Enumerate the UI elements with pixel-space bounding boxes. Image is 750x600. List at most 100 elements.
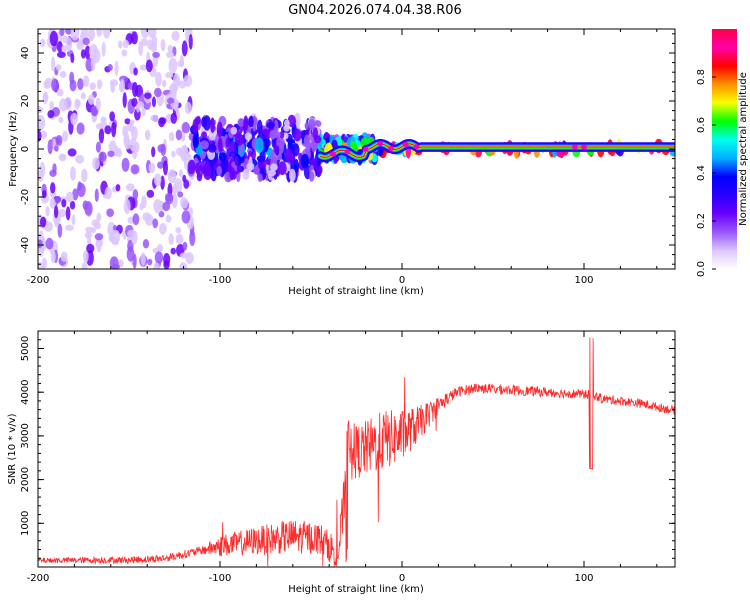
spectrogram-blob (216, 121, 223, 138)
spectrogram-blob (192, 118, 199, 135)
spectrogram-blob (157, 144, 165, 153)
spectrogram-blob (218, 152, 227, 162)
spectrogram-blob (256, 119, 263, 136)
snr-y-tick-label: 3000 (20, 423, 31, 448)
spectrogram-blob (153, 199, 163, 214)
spectrogram-blob (84, 201, 93, 216)
spectrogram-blob (107, 64, 113, 71)
spectrogram-blob (96, 212, 102, 222)
spectrogram-blob (180, 130, 186, 142)
spectrogram-blob (38, 114, 46, 131)
spectrogram-blob (187, 159, 196, 175)
spectrogram-blob (184, 153, 192, 161)
snr-series-line (38, 337, 675, 567)
spectrogram-blob (141, 105, 146, 117)
spectrogram-blob (58, 116, 64, 124)
spectrogram-blob (111, 121, 117, 138)
snr-y-tick-label: 2000 (20, 467, 31, 492)
spectrogram-blob (38, 106, 44, 114)
spectrogram-peak (362, 146, 369, 152)
spectrogram-blob (248, 115, 254, 128)
spectrogram-blob (216, 165, 223, 176)
spectrogram-blob (273, 144, 280, 155)
spectrogram-blob (95, 123, 104, 130)
spectrogram-blob (151, 146, 156, 158)
spectrogram-blob (155, 71, 162, 87)
spectrogram-blob (54, 145, 59, 152)
spectrogram-blob (177, 191, 184, 198)
spectrogram-x-tick-label: 100 (574, 275, 593, 286)
colorbar-tick-label: 0.2 (696, 213, 707, 229)
spectrogram-blob (49, 182, 56, 194)
spectrogram-blob (266, 121, 275, 129)
spectrogram-y-tick-label: -40 (20, 237, 31, 253)
spectrogram-blob (210, 117, 215, 134)
spectrogram-blob (109, 79, 119, 87)
spectrogram-blob (254, 137, 264, 154)
snr-x-tick-label: 0 (399, 573, 405, 584)
spectrogram-y-axis-label: Frequency (Hz) (8, 111, 19, 187)
spectrogram-blob (179, 197, 189, 209)
spectrogram-blob (89, 82, 97, 91)
spectrogram-blob (114, 60, 119, 76)
spectrogram-blob (56, 88, 64, 97)
snr-y-tick-label: 4000 (20, 379, 31, 404)
spectrogram-blob (66, 191, 74, 203)
spectrogram-blob (80, 92, 86, 100)
spectrogram-blob (200, 140, 209, 150)
spectrogram-blob (136, 102, 141, 113)
spectrogram-blob (144, 92, 152, 99)
spectrogram-blob (123, 198, 131, 214)
spectrogram-blob (175, 226, 182, 234)
spectrogram-x-tick-label: -200 (27, 275, 50, 286)
spectrogram-blob (244, 132, 253, 141)
spectrogram-blob (72, 188, 79, 201)
spectrogram-blob (110, 232, 116, 244)
spectrogram-blob (77, 78, 84, 91)
spectrogram-blob (284, 147, 293, 163)
spectrogram-blob (109, 111, 116, 122)
spectrogram-blob (39, 216, 47, 228)
spectrogram-blob (80, 49, 86, 59)
spectrogram-blob (140, 29, 150, 39)
spectrogram-blob (132, 189, 139, 201)
snr-y-axis-label: SNR (10 * v/v) (7, 413, 18, 484)
spectrogram-blob (59, 29, 65, 37)
spectrogram-blob (166, 51, 175, 59)
spectrogram-blob (279, 130, 285, 139)
spectrogram-blob (228, 166, 235, 174)
snr-y-tick-label: 5000 (20, 336, 31, 361)
colorbar-tick-label: 0.0 (696, 261, 707, 277)
spectrogram-y-tick-label: 40 (20, 47, 31, 60)
spectrogram-blob (51, 56, 56, 72)
spectrogram-blob (44, 77, 52, 89)
spectrogram-blob (165, 214, 172, 223)
spectrogram-blob (170, 112, 178, 124)
spectrogram-blob (61, 44, 68, 52)
spectrogram-blob (183, 179, 190, 189)
spectrogram-blob (202, 163, 211, 177)
spectrogram-blob (84, 45, 91, 60)
spectrogram-peak (329, 151, 336, 157)
spectrogram-peak (571, 144, 578, 150)
spectrogram-blob (104, 186, 112, 200)
spectrogram-blob (54, 195, 61, 204)
spectrogram-blob (153, 173, 162, 187)
spectrogram-blob (130, 31, 138, 45)
spectrogram-blob (151, 35, 158, 48)
spectrogram-blob (139, 202, 144, 211)
spectrogram-blob (225, 137, 231, 149)
spectrogram-blob (47, 139, 53, 155)
spectrogram-blob (96, 79, 103, 90)
spectrogram-blob (160, 39, 166, 52)
spectrogram-blob (56, 41, 63, 53)
spectrogram-blob (179, 252, 189, 259)
spectrogram-blob (165, 194, 173, 205)
spectrogram-blob (81, 262, 88, 269)
snr-y-tick-label: 1000 (20, 511, 31, 536)
spectrogram-blob (235, 133, 244, 146)
colorbar-tick-label: 0.6 (696, 117, 707, 133)
spectrogram-blob (98, 151, 107, 162)
spectrogram-blob (262, 128, 268, 135)
spectrogram-blob (313, 135, 322, 144)
